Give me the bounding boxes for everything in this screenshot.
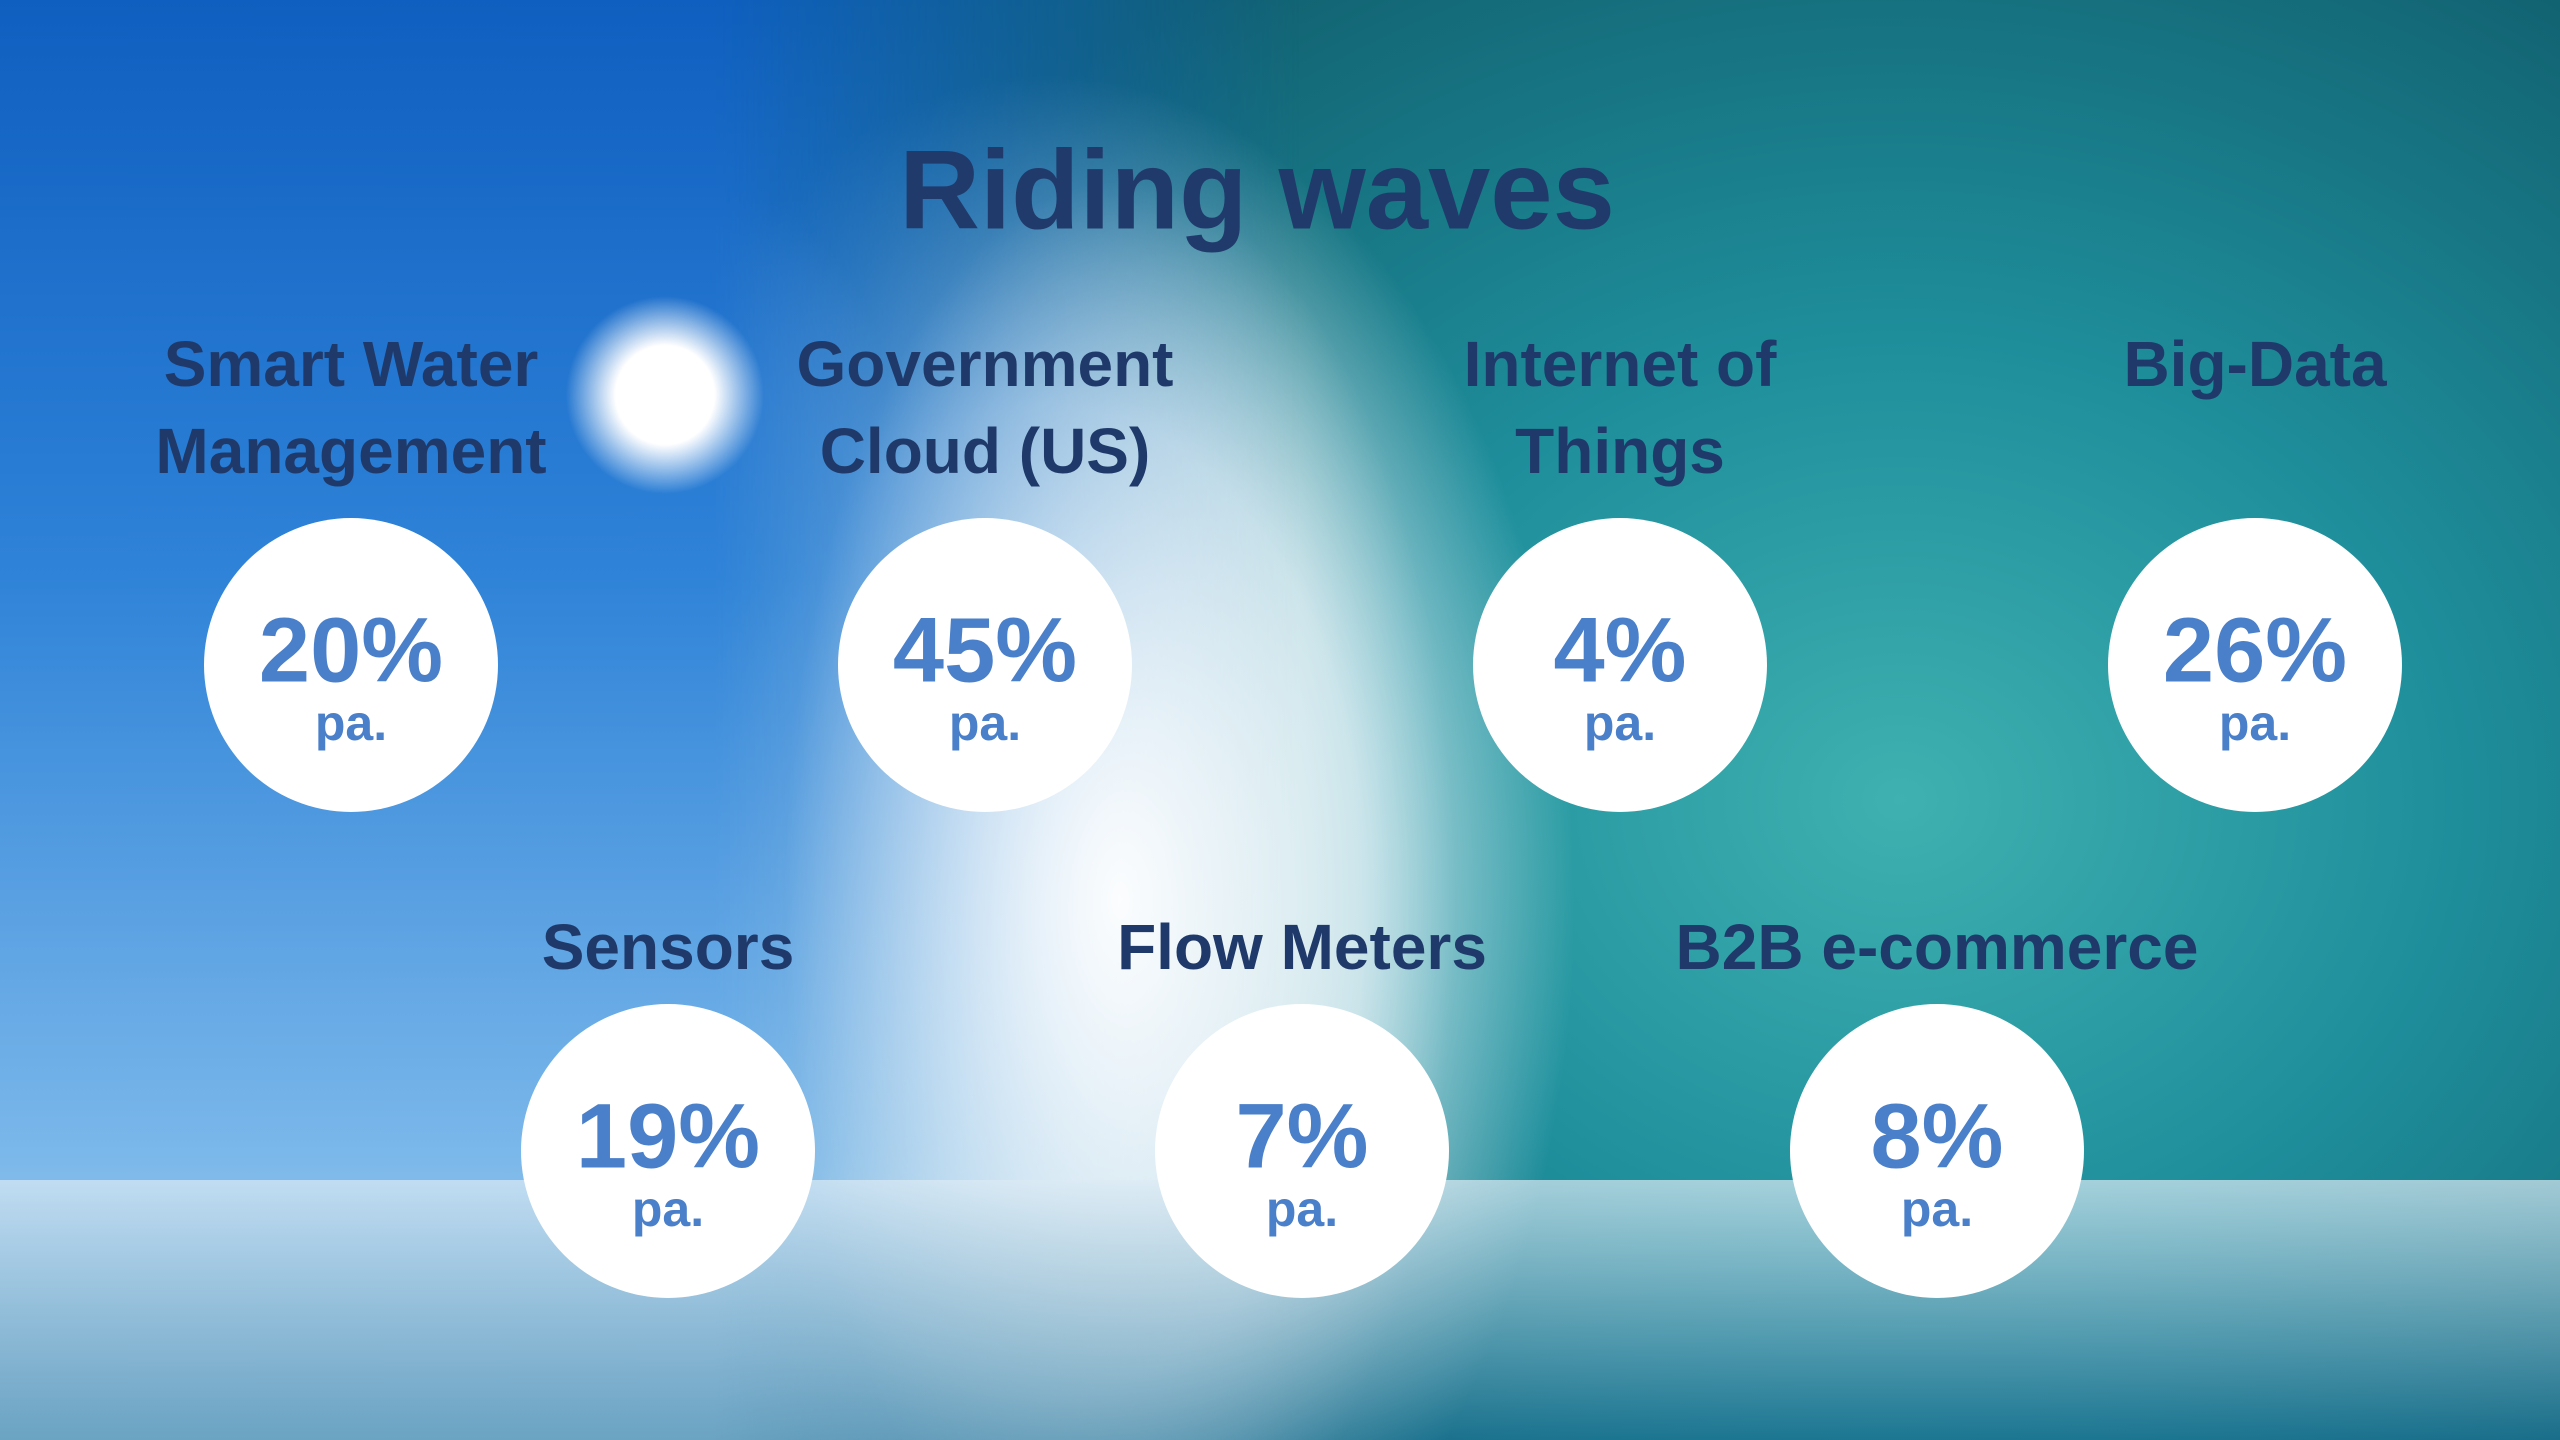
item-label: Big-Data <box>2123 327 2386 401</box>
slide: Riding waves Smart WaterManagement20%pa.… <box>0 0 2560 1440</box>
growth-value: 8% <box>1871 1085 2004 1190</box>
item-label: Management <box>155 414 546 488</box>
growth-unit: pa. <box>1584 694 1656 752</box>
growth-value: 4% <box>1554 599 1687 704</box>
item-label: B2B e-commerce <box>1676 910 2199 984</box>
item-label: Flow Meters <box>1117 910 1487 984</box>
growth-unit: pa. <box>1901 1180 1973 1238</box>
item-label: Government <box>797 327 1174 401</box>
item-label: Sensors <box>542 910 795 984</box>
sun <box>565 295 765 495</box>
growth-value: 45% <box>893 599 1077 704</box>
growth-value: 26% <box>2163 599 2347 704</box>
growth-unit: pa. <box>632 1180 704 1238</box>
growth-value: 20% <box>259 599 443 704</box>
item-label: Things <box>1515 414 1725 488</box>
growth-value: 19% <box>576 1085 760 1190</box>
page: {"title": "Riding waves", "items": [ {"l… <box>0 0 2560 1440</box>
slide-title: Riding waves <box>899 126 1615 255</box>
growth-value: 7% <box>1236 1085 1369 1190</box>
growth-unit: pa. <box>315 694 387 752</box>
growth-unit: pa. <box>2219 694 2291 752</box>
item-label: Smart Water <box>164 327 539 401</box>
item-label: Cloud (US) <box>820 414 1151 488</box>
growth-unit: pa. <box>949 694 1021 752</box>
growth-unit: pa. <box>1266 1180 1338 1238</box>
item-label: Internet of <box>1464 327 1777 401</box>
